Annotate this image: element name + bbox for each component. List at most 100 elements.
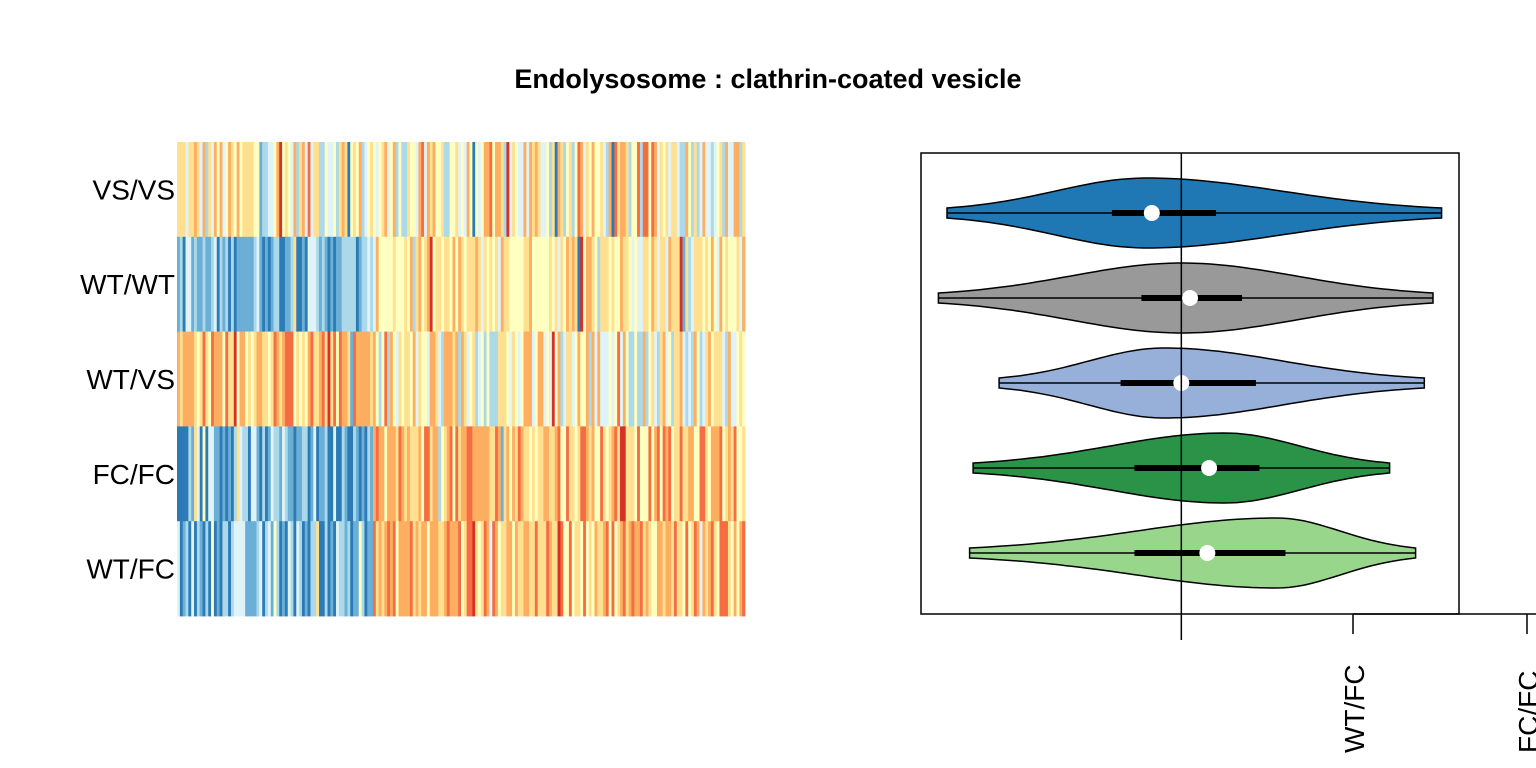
heatmap-cell — [236, 142, 240, 238]
heatmap-cell — [483, 236, 487, 332]
heatmap-cell — [426, 426, 431, 522]
heatmap-cell — [526, 426, 530, 522]
heatmap-cell — [475, 142, 479, 238]
heatmap-cell — [691, 426, 695, 522]
heatmap-cell — [719, 331, 723, 427]
heatmap-cell — [299, 331, 303, 427]
heatmap-cell — [685, 426, 689, 522]
heatmap-cell — [486, 426, 490, 522]
heatmap-cell — [665, 521, 669, 617]
heatmap-cell — [625, 331, 629, 427]
heatmap-cell — [557, 426, 561, 522]
heatmap-cell — [259, 331, 263, 427]
heatmap-cell — [608, 521, 612, 617]
heatmap-cell — [330, 142, 334, 238]
heatmap-cell — [546, 236, 550, 332]
heatmap-cell — [336, 142, 340, 238]
heatmap-cell — [230, 331, 235, 427]
heatmap-cell — [381, 331, 385, 427]
heatmap-cell — [693, 142, 698, 238]
heatmap-cell — [600, 236, 604, 332]
heatmap-cell — [716, 426, 720, 522]
heatmap-cell — [742, 521, 746, 617]
heatmap-cell — [267, 331, 272, 427]
heatmap-cell — [705, 142, 709, 238]
heatmap-cell — [546, 331, 550, 427]
heatmap-cell — [475, 331, 479, 427]
heatmap-cell — [330, 331, 334, 427]
heatmap-cell — [534, 142, 539, 238]
heatmap-cell — [336, 236, 340, 332]
heatmap-cell — [742, 236, 746, 332]
heatmap-cell — [301, 331, 306, 427]
heatmap-cell — [696, 236, 700, 332]
heatmap-cell — [301, 236, 306, 332]
heatmap-cell — [574, 521, 578, 617]
heatmap-cell — [449, 426, 453, 522]
heatmap-cell — [534, 331, 539, 427]
heatmap-cell — [341, 331, 345, 427]
heatmap-cell — [182, 236, 186, 332]
heatmap-cell — [182, 142, 186, 238]
heatmap-cell — [276, 236, 280, 332]
heatmap-cell — [211, 142, 215, 238]
heatmap-cell — [568, 142, 573, 238]
heatmap-cell — [739, 521, 743, 617]
heatmap-cell — [202, 426, 206, 522]
heatmap-cell — [506, 426, 510, 522]
heatmap-cell — [645, 521, 649, 617]
heatmap-cell — [452, 236, 456, 332]
heatmap-cell — [639, 142, 644, 238]
heatmap-cell — [625, 236, 629, 332]
heatmap-cell — [199, 142, 203, 238]
heatmap-cell — [668, 426, 672, 522]
heatmap-cell — [708, 236, 712, 332]
heatmap-cell — [319, 331, 323, 427]
heatmap-cell — [560, 331, 564, 427]
heatmap-cell — [409, 521, 414, 617]
heatmap-cell — [196, 331, 201, 427]
heatmap-cell — [313, 236, 317, 332]
heatmap-cell — [270, 331, 274, 427]
heatmap-cell — [568, 521, 573, 617]
heatmap-cell — [523, 331, 527, 427]
heatmap-cell — [566, 426, 570, 522]
heatmap-cell — [662, 142, 666, 238]
heatmap-cell — [730, 236, 735, 332]
heatmap-cell — [727, 142, 732, 238]
heatmap-cell — [208, 521, 212, 617]
heatmap-cell — [361, 521, 365, 617]
heatmap-cell — [608, 426, 612, 522]
heatmap-cell — [364, 236, 368, 332]
heatmap-cell — [256, 331, 260, 427]
heatmap-cell — [458, 426, 462, 522]
heatmap-cell — [248, 142, 252, 238]
heatmap-cell — [591, 521, 595, 617]
heatmap-cell — [196, 521, 201, 617]
heatmap-cell — [622, 331, 627, 427]
heatmap-cell — [452, 142, 456, 238]
heatmap-cell — [384, 331, 388, 427]
heatmap-cell — [336, 426, 340, 522]
heatmap-cell — [370, 521, 374, 617]
heatmap-cell — [571, 331, 575, 427]
heatmap-cell — [676, 521, 681, 617]
heatmap-cell — [270, 236, 274, 332]
heatmap-cell — [722, 331, 726, 427]
heatmap-cell — [532, 331, 536, 427]
heatmap-cell — [620, 521, 624, 617]
heatmap-cell — [455, 142, 459, 238]
heatmap-cell — [256, 142, 260, 238]
heatmap-cell — [358, 331, 362, 427]
heatmap-cell — [463, 521, 468, 617]
heatmap-cell — [239, 331, 243, 427]
heatmap-cell — [367, 142, 371, 238]
heatmap-cell — [392, 236, 397, 332]
heatmap-cell — [568, 236, 573, 332]
heatmap-cell — [696, 142, 700, 238]
heatmap-row-label: WT/WT — [80, 269, 175, 300]
heatmap-cell — [443, 236, 448, 332]
heatmap-cell — [287, 142, 291, 238]
heatmap-cell — [438, 521, 442, 617]
heatmap-cell — [230, 426, 235, 522]
